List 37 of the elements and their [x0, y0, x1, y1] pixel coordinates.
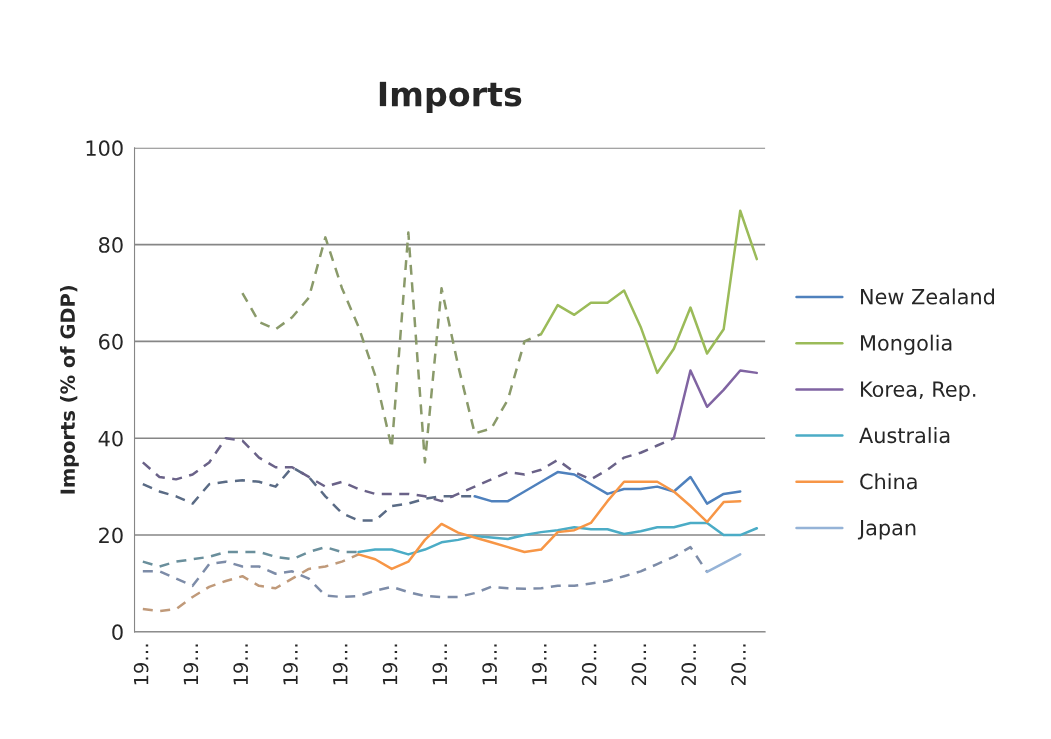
line-series — [141, 436, 676, 503]
y-tick-label: 60 — [99, 333, 123, 350]
line-series — [241, 231, 543, 464]
y-tick-label: 80 — [99, 237, 123, 253]
line-series — [141, 553, 360, 613]
line-series — [141, 545, 360, 568]
legend-label: Mongolia — [861, 334, 952, 355]
x-tick-label: 20… — [581, 644, 597, 686]
x-tick-label: 19… — [482, 644, 497, 685]
x-tick-label: 19… — [332, 644, 348, 685]
x-tick-label: 19… — [432, 644, 448, 685]
x-tick-label: 20… — [631, 644, 647, 686]
x-tick-label: 19… — [133, 644, 149, 685]
legend-label: Korea, Rep. — [861, 381, 976, 401]
x-tick-label: 19… — [283, 644, 298, 685]
line-series — [473, 470, 742, 505]
x-tick-label: 19… — [183, 644, 199, 685]
y-tick-label: 40 — [98, 430, 123, 447]
line-series — [141, 545, 709, 599]
legend-label: Japan — [857, 520, 916, 540]
line-series — [539, 209, 759, 375]
y-tick-label: 20 — [99, 527, 123, 544]
x-tick-label: 19… — [233, 644, 249, 685]
x-tick-label: 19… — [382, 644, 398, 685]
y-axis-title: Imports (% of GDP) — [59, 286, 79, 494]
x-tick-label: 19… — [532, 644, 547, 685]
y-tick-label: 100 — [86, 140, 123, 157]
line-series — [672, 369, 759, 440]
legend-label: Australia — [859, 427, 950, 444]
legend-label: New Zealand — [861, 288, 994, 305]
y-tick-label: 0 — [112, 624, 123, 641]
legend-label: China — [860, 473, 917, 490]
chart-title: Imports — [379, 81, 522, 114]
x-tick-label: 20… — [681, 644, 697, 686]
x-tick-label: 20… — [731, 644, 746, 686]
line-series — [357, 480, 742, 571]
line-series — [357, 521, 759, 556]
